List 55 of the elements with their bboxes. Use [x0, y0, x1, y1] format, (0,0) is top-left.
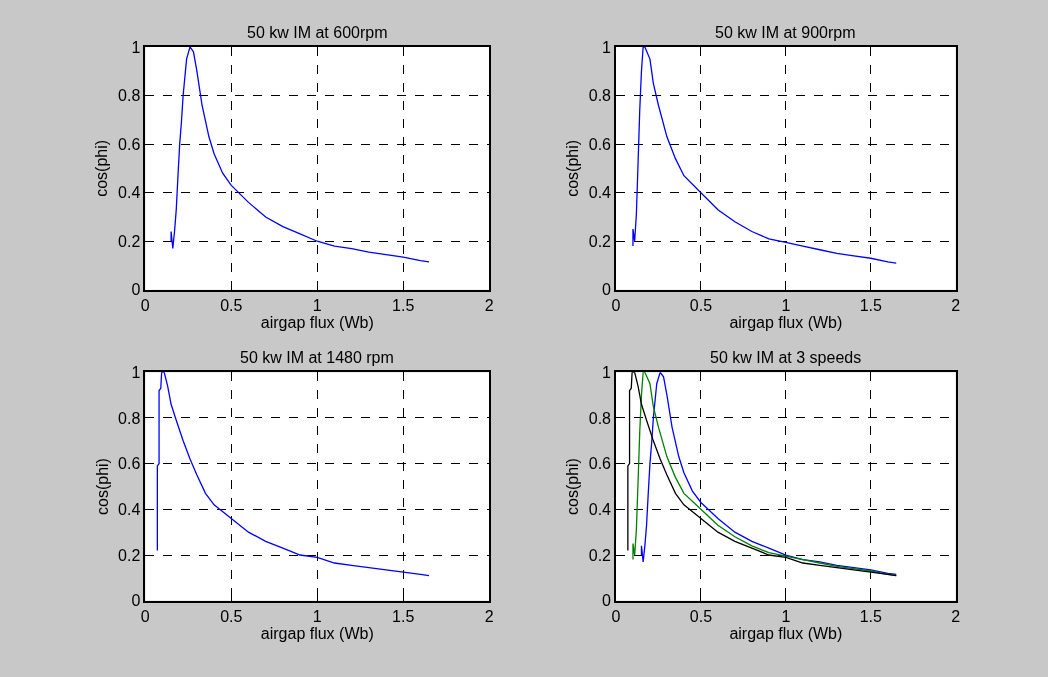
y-tick-label: 0.6 — [118, 135, 141, 153]
y-tick-label: 0 — [602, 592, 612, 610]
y-tick-label: 1 — [131, 38, 141, 56]
y-tick-label: 0.6 — [588, 455, 612, 473]
y-tick-label: 0.2 — [118, 232, 141, 250]
y-tick-label: 0 — [131, 592, 141, 610]
y-tick-label: 0.2 — [118, 546, 141, 564]
x-tick-label: 0.5 — [689, 296, 713, 314]
chart-title: 50 kw IM at 900rpm — [715, 24, 856, 41]
x-axis-title: airgap flux (Wb) — [260, 313, 374, 331]
y-axis-title: cos(phi) — [93, 458, 111, 515]
x-tick-label: 1 — [312, 607, 322, 625]
line-series — [632, 46, 897, 264]
y-tick-label: 0.6 — [118, 455, 141, 473]
x-tick-label: 1.5 — [859, 607, 882, 625]
y-tick-label: 0.2 — [588, 232, 612, 250]
x-tick-label: 2 — [951, 296, 961, 314]
x-tick-label: 2 — [484, 296, 494, 314]
y-tick-label: 0.8 — [588, 409, 612, 427]
x-tick-label: 2 — [951, 607, 961, 625]
x-axis-title: airgap flux (Wb) — [260, 624, 374, 642]
y-axis-title: cos(phi) — [93, 139, 111, 197]
y-tick-label: 0.4 — [588, 500, 612, 518]
y-tick-label: 0 — [131, 281, 141, 299]
y-tick-label: 0.4 — [118, 500, 141, 518]
y-tick-label: 0.8 — [118, 87, 141, 105]
x-tick-label: 1.5 — [859, 296, 882, 314]
line-series — [170, 46, 430, 263]
y-axis-title: cos(phi) — [564, 139, 582, 197]
y-tick-label: 0.2 — [588, 546, 612, 564]
y-tick-label: 1 — [131, 363, 141, 381]
x-tick-label: 0.5 — [220, 607, 243, 625]
y-tick-label: 0.8 — [118, 409, 141, 427]
y-tick-label: 0 — [602, 281, 612, 299]
x-axis-title: airgap flux (Wb) — [729, 313, 843, 331]
y-tick-label: 0.4 — [588, 184, 612, 202]
x-tick-label: 0.5 — [689, 607, 713, 625]
y-axis-title: cos(phi) — [564, 458, 582, 515]
x-tick-label: 2 — [484, 607, 494, 625]
y-tick-label: 0.6 — [588, 135, 612, 153]
x-tick-label: 1.5 — [392, 296, 415, 314]
x-tick-label: 1 — [781, 607, 791, 625]
x-axis-title: airgap flux (Wb) — [729, 624, 843, 642]
chart-title: 50 kw IM at 600rpm — [247, 24, 388, 41]
chart-title: 50 kw IM at 3 speeds — [710, 349, 862, 366]
y-tick-label: 1 — [602, 363, 612, 381]
line-series — [156, 372, 430, 577]
chart-title: 50 kw IM at 1480 rpm — [240, 349, 394, 366]
y-tick-label: 0.4 — [118, 184, 141, 202]
y-tick-label: 1 — [602, 38, 612, 56]
x-tick-label: 1.5 — [392, 607, 415, 625]
y-tick-label: 0.8 — [588, 87, 612, 105]
x-tick-label: 1 — [781, 296, 791, 314]
x-tick-label: 1 — [312, 296, 322, 314]
x-tick-label: 0.5 — [220, 296, 243, 314]
